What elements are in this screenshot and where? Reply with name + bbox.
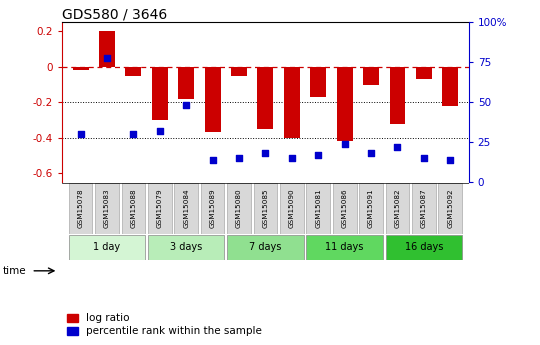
Bar — [310, 67, 326, 97]
Bar — [152, 67, 168, 120]
Bar — [284, 67, 300, 138]
Bar — [205, 67, 220, 132]
Bar — [386, 235, 462, 260]
Text: GSM15089: GSM15089 — [210, 188, 215, 228]
Text: 3 days: 3 days — [170, 243, 202, 253]
Point — [129, 131, 138, 137]
Text: GSM15087: GSM15087 — [421, 188, 427, 228]
Bar — [125, 67, 141, 76]
Text: 1 day: 1 day — [93, 243, 120, 253]
Bar — [258, 67, 273, 129]
Text: GSM15078: GSM15078 — [78, 188, 84, 228]
Legend: log ratio, percentile rank within the sample: log ratio, percentile rank within the sa… — [68, 313, 262, 336]
Text: GSM15085: GSM15085 — [262, 188, 268, 228]
Bar — [122, 183, 145, 234]
Point — [208, 157, 217, 162]
Bar — [337, 67, 353, 141]
Bar — [306, 183, 330, 234]
Point — [314, 152, 322, 158]
Bar — [442, 67, 458, 106]
Bar — [438, 183, 462, 234]
Point — [393, 144, 402, 150]
Bar — [148, 183, 172, 234]
Bar — [73, 67, 89, 70]
Bar — [389, 67, 406, 124]
Point — [261, 150, 269, 156]
Text: GSM15082: GSM15082 — [394, 188, 401, 228]
Text: GSM15081: GSM15081 — [315, 188, 321, 228]
Bar — [363, 67, 379, 85]
Text: GSM15090: GSM15090 — [289, 188, 295, 228]
Point — [446, 157, 455, 162]
Point — [235, 155, 244, 161]
Point — [420, 155, 428, 161]
Point — [287, 155, 296, 161]
Text: GSM15080: GSM15080 — [236, 188, 242, 228]
Bar — [95, 183, 119, 234]
Bar — [306, 235, 383, 260]
Bar — [227, 235, 303, 260]
Bar — [201, 183, 225, 234]
Bar — [253, 183, 278, 234]
Point — [182, 103, 191, 108]
Text: 11 days: 11 days — [326, 243, 364, 253]
Text: GSM15079: GSM15079 — [157, 188, 163, 228]
Bar — [231, 67, 247, 76]
Text: GSM15091: GSM15091 — [368, 188, 374, 228]
Point — [76, 131, 85, 137]
Point — [103, 55, 111, 60]
Text: time: time — [3, 266, 26, 276]
Bar — [359, 183, 383, 234]
Bar — [148, 235, 225, 260]
Point — [340, 141, 349, 147]
Bar — [416, 67, 432, 79]
Text: GSM15092: GSM15092 — [447, 188, 453, 228]
Text: GSM15086: GSM15086 — [342, 188, 348, 228]
Text: 7 days: 7 days — [249, 243, 281, 253]
Point — [156, 128, 164, 134]
Bar — [178, 67, 194, 99]
Point — [367, 150, 375, 156]
Bar — [227, 183, 251, 234]
Bar — [69, 183, 92, 234]
Bar — [280, 183, 303, 234]
Bar — [174, 183, 198, 234]
Bar — [412, 183, 436, 234]
Bar — [386, 183, 409, 234]
Bar — [333, 183, 356, 234]
Text: GDS580 / 3646: GDS580 / 3646 — [62, 7, 167, 21]
Text: 16 days: 16 days — [404, 243, 443, 253]
Bar — [99, 31, 115, 67]
Text: GSM15083: GSM15083 — [104, 188, 110, 228]
Text: GSM15084: GSM15084 — [183, 188, 189, 228]
Bar — [69, 235, 145, 260]
Text: GSM15088: GSM15088 — [130, 188, 137, 228]
